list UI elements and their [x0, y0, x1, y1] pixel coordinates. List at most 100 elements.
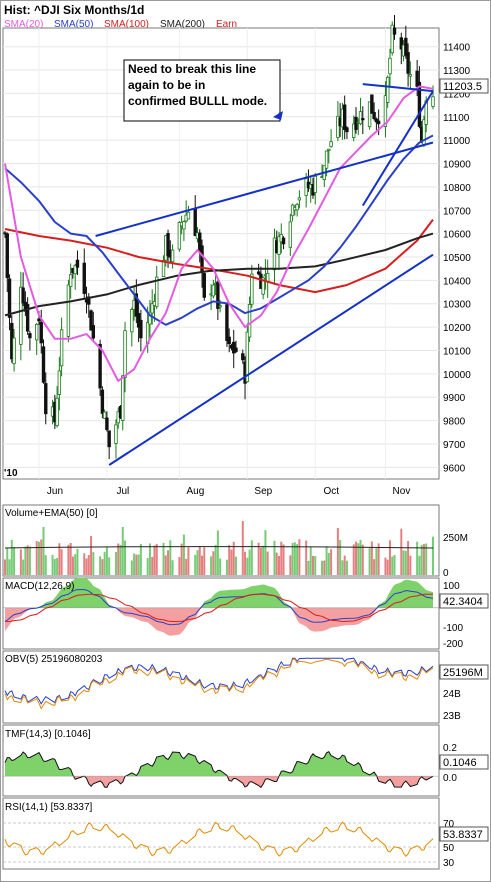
volume-bar [341, 560, 344, 575]
candle-body [89, 310, 93, 331]
candle [44, 372, 48, 425]
candle [352, 115, 356, 142]
volume-bar [291, 542, 294, 575]
candle [114, 419, 118, 459]
candle-body [352, 123, 356, 138]
candle-body [261, 277, 265, 295]
month-tick-Sep: Sep [254, 486, 272, 497]
legend-item-0: SMA(20) [4, 19, 43, 30]
trend-lines [95, 83, 434, 466]
candle-body [329, 141, 333, 147]
candle [329, 129, 333, 148]
candle [288, 213, 293, 256]
candle-body [245, 331, 250, 383]
volume-bar [53, 558, 56, 575]
tmf-positive-area [5, 751, 433, 777]
candle-body [211, 284, 216, 297]
candle-body [177, 222, 182, 250]
legend-item-1: SMA(50) [54, 19, 93, 30]
candle-body [68, 274, 73, 287]
volume-bar [13, 547, 16, 575]
volume-bar [330, 549, 333, 575]
volume-bar [83, 553, 86, 575]
volume-bar [40, 539, 43, 575]
candle-body [105, 417, 109, 431]
volume-bar [180, 543, 183, 575]
volume-bar [282, 544, 285, 575]
candle-body [41, 346, 46, 383]
candle-body [272, 237, 277, 271]
volume-bar [26, 545, 29, 575]
candle-body [408, 74, 413, 77]
volume-bar [194, 554, 197, 575]
candle-body [21, 287, 25, 304]
candle-body [370, 94, 374, 114]
tmf-panel: TMF(14,3) [0.1046] 0.2 0.1046 0.0 [2, 724, 489, 797]
volume-bar [19, 549, 22, 575]
candle-body [139, 319, 143, 339]
volume-bar [305, 540, 308, 575]
volume-bar [10, 540, 13, 575]
volume-bar [232, 541, 235, 575]
candle-body [98, 343, 102, 389]
volume-bar [370, 541, 373, 575]
candle-body [361, 118, 365, 121]
candle [277, 231, 281, 270]
candle-body [182, 221, 186, 230]
candle [21, 272, 25, 307]
volume-bar [171, 560, 174, 575]
candle-body [150, 303, 154, 314]
legend-item-3: SMA(200) [160, 19, 205, 30]
volume-bar [69, 543, 72, 575]
volume-bar [219, 558, 222, 575]
candle [28, 330, 32, 351]
candle-body [367, 101, 372, 128]
candle [390, 21, 394, 56]
month-tick-Jun: Jun [47, 486, 63, 497]
candle [374, 117, 379, 131]
candle [211, 279, 216, 299]
macd-panel: MACD(12,26,9) 100 42.3404 -100 -200 [2, 577, 489, 650]
legend-item-2: SMA(100) [104, 19, 149, 30]
candle [404, 25, 408, 59]
volume-bar [275, 552, 278, 575]
volume-bar [418, 555, 421, 575]
obv-last: 25196M [443, 667, 483, 679]
volume-bar [185, 558, 188, 575]
candle-body [374, 118, 379, 123]
volume-bar [130, 560, 133, 575]
trendline-1 [361, 90, 434, 207]
candle-body [57, 370, 62, 395]
volume-title: Volume+EMA(50) [0] [5, 508, 98, 519]
volume-bar [216, 530, 219, 575]
candle [100, 386, 105, 419]
rsi-tick-70: 70 [443, 819, 455, 830]
volume-bar [384, 557, 387, 575]
volume-bar [60, 549, 63, 575]
candle [73, 263, 77, 290]
candle-body [288, 221, 293, 248]
candle-body [295, 203, 299, 211]
volume-bar [90, 535, 93, 575]
obv-panel: OBV(5) 25196080203 25196M 24B 23B [2, 650, 489, 724]
candle-body [186, 211, 191, 220]
month-tick-Oct: Oct [323, 486, 339, 497]
candle-body [123, 330, 127, 378]
candle-body [234, 347, 238, 352]
candle-body [225, 304, 229, 341]
candle-body [241, 353, 245, 361]
macd-positive-area [5, 577, 433, 608]
volume-bar [28, 546, 31, 575]
volume-bar [210, 556, 213, 575]
price-panel: 9600 9700 9800 9900 10000 10100 10200 10300 1040… [2, 14, 489, 497]
volume-bar [309, 547, 312, 575]
volume-bar [250, 540, 253, 575]
volume-bar [361, 544, 364, 575]
candle-body [102, 411, 107, 419]
obv-tick-24b: 24B [443, 689, 461, 700]
rsi-title: RSI(14,1) [53.8337] [5, 802, 93, 813]
candle-body [297, 197, 302, 201]
obv-title: OBV(5) 25196080203 [5, 654, 103, 665]
candle [182, 220, 186, 242]
volume-bar [117, 543, 120, 575]
